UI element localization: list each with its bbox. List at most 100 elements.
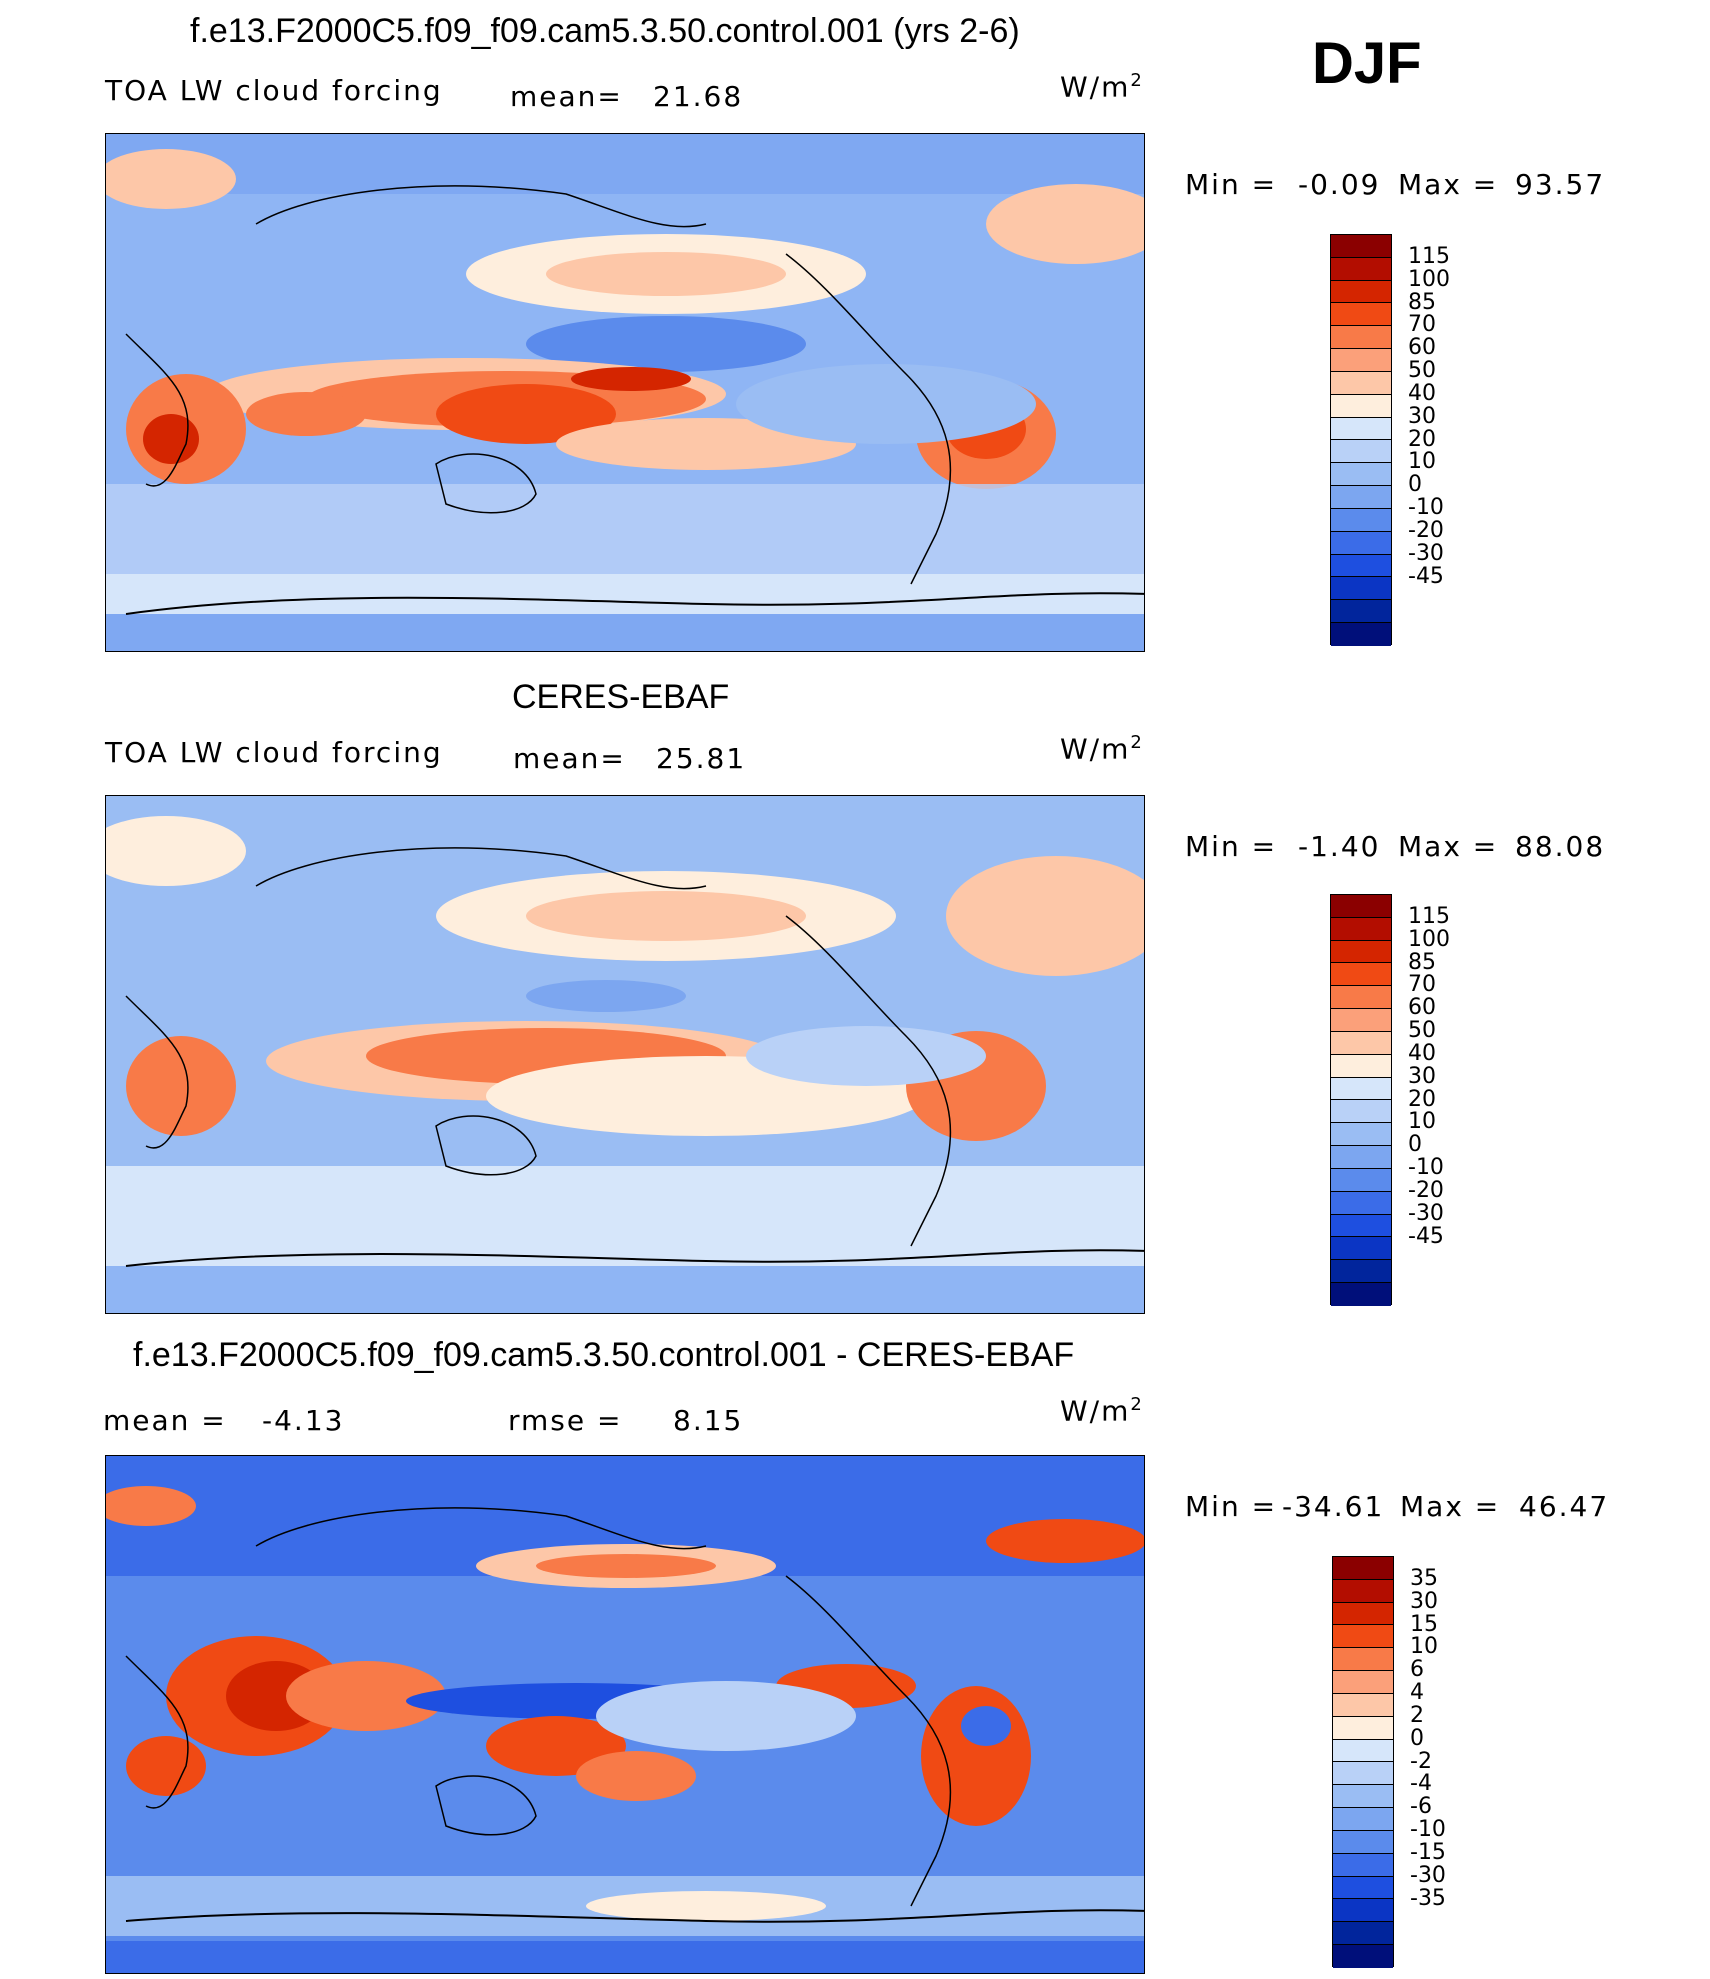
obs-colorbar-swatch bbox=[1331, 1031, 1391, 1055]
diff-colorbar-tick-label: -10 bbox=[1410, 1817, 1446, 1842]
obs-colorbar-swatch bbox=[1331, 986, 1391, 1010]
diff-colorbar-tick-label: 6 bbox=[1410, 1657, 1424, 1683]
diff-min-label: Min = bbox=[1185, 1490, 1278, 1523]
model-min-label: Min = bbox=[1185, 168, 1278, 201]
model-colorbar-tick-label: 30 bbox=[1408, 403, 1436, 429]
diff-max-label: Max = bbox=[1400, 1490, 1501, 1523]
diff-min-value: -34.61 bbox=[1282, 1490, 1385, 1523]
obs-mean-label: mean= bbox=[513, 742, 626, 775]
model-map bbox=[105, 133, 1145, 652]
obs-colorbar-tick-label: -30 bbox=[1408, 1200, 1444, 1226]
diff-colorbar-swatch bbox=[1333, 1579, 1393, 1603]
obs-colorbar-tick-label: 60 bbox=[1408, 995, 1436, 1021]
obs-colorbar-swatch bbox=[1331, 895, 1391, 918]
obs-colorbar-tick-label: 85 bbox=[1408, 949, 1436, 975]
model-colorbar-swatch bbox=[1331, 531, 1391, 555]
diff-colorbar-swatch bbox=[1333, 1922, 1393, 1946]
model-colorbar-swatch bbox=[1331, 486, 1391, 509]
obs-colorbar-swatch bbox=[1331, 1283, 1391, 1306]
model-colorbar-tick-label: 0 bbox=[1408, 472, 1422, 498]
model-colorbar-tick-label: -45 bbox=[1408, 563, 1444, 589]
model-units: W/m2 bbox=[1060, 70, 1144, 104]
obs-map-field bbox=[106, 796, 1144, 1313]
diff-colorbar-tick-label: 15 bbox=[1410, 1611, 1438, 1637]
obs-mean-value: 25.81 bbox=[656, 742, 747, 775]
diff-mean-value: -4.13 bbox=[262, 1404, 345, 1437]
obs-colorbar-tick-label: 40 bbox=[1408, 1040, 1436, 1066]
obs-colorbar-swatch bbox=[1331, 1009, 1391, 1032]
model-colorbar-swatch bbox=[1331, 349, 1391, 372]
season-label: DJF bbox=[1312, 31, 1422, 96]
model-colorbar-tick-label: 70 bbox=[1408, 312, 1436, 338]
diff-colorbar-swatch bbox=[1333, 1625, 1393, 1649]
diff-colorbar-swatch bbox=[1333, 1716, 1393, 1740]
model-colorbar-tick-label: -20 bbox=[1408, 517, 1444, 543]
obs-colorbar-tick-label: 30 bbox=[1408, 1063, 1436, 1089]
diff-colorbar-swatch bbox=[1333, 1671, 1393, 1694]
diff-colorbar-swatch bbox=[1333, 1830, 1393, 1854]
model-colorbar-swatch bbox=[1331, 371, 1391, 395]
obs-colorbar-tick-label: 100 bbox=[1408, 926, 1450, 952]
obs-max-label: Max = bbox=[1398, 830, 1499, 863]
diff-colorbar-tick-label: 4 bbox=[1410, 1680, 1424, 1705]
model-colorbar-swatch bbox=[1331, 394, 1391, 418]
obs-min-label: Min = bbox=[1185, 830, 1278, 863]
model-colorbar-swatch bbox=[1331, 554, 1391, 578]
diff-map-field bbox=[106, 1456, 1144, 1973]
model-panel-title: f.e13.F2000C5.f09_f09.cam5.3.50.control.… bbox=[190, 12, 1020, 50]
obs-colorbar-swatch bbox=[1331, 1260, 1391, 1284]
diff-colorbar-tick-label: -2 bbox=[1410, 1748, 1432, 1774]
obs-colorbar-swatch bbox=[1331, 917, 1391, 941]
model-colorbar-swatch bbox=[1331, 577, 1391, 601]
obs-colorbar-swatch bbox=[1331, 1054, 1391, 1078]
obs-colorbar-swatch bbox=[1331, 1100, 1391, 1124]
diff-colorbar-swatch bbox=[1333, 1602, 1393, 1626]
model-colorbar-tick-label: 60 bbox=[1408, 335, 1436, 361]
diff-colorbar-swatch bbox=[1333, 1899, 1393, 1923]
diff-units: W/m2 bbox=[1060, 1394, 1144, 1428]
model-colorbar-swatch bbox=[1331, 303, 1391, 327]
model-colorbar-swatch bbox=[1331, 257, 1391, 281]
diff-colorbar-swatch bbox=[1333, 1808, 1393, 1831]
obs-colorbar-tick-label: 20 bbox=[1408, 1086, 1436, 1112]
diff-colorbar-swatch bbox=[1333, 1557, 1393, 1580]
diff-colorbar-tick-label: -4 bbox=[1410, 1771, 1432, 1797]
model-max-value: 93.57 bbox=[1515, 168, 1606, 201]
diff-colorbar-swatch bbox=[1333, 1739, 1393, 1763]
obs-colorbar-swatch bbox=[1331, 1168, 1391, 1192]
obs-colorbar-swatch bbox=[1331, 1077, 1391, 1101]
obs-colorbar-tick-label: 70 bbox=[1408, 972, 1436, 998]
diff-colorbar-swatch bbox=[1333, 1648, 1393, 1672]
diff-colorbar bbox=[1332, 1556, 1394, 1968]
model-colorbar-swatch bbox=[1331, 280, 1391, 304]
model-min-value: -0.09 bbox=[1298, 168, 1381, 201]
diff-colorbar-tick-label: 35 bbox=[1410, 1565, 1438, 1591]
obs-panel-title: CERES-EBAF bbox=[512, 678, 730, 716]
model-mean-value: 21.68 bbox=[653, 80, 744, 113]
diff-colorbar-tick-label: 2 bbox=[1410, 1702, 1424, 1728]
model-colorbar-swatch bbox=[1331, 623, 1391, 646]
obs-colorbar-tick-label: -45 bbox=[1408, 1223, 1444, 1249]
model-colorbar-tick-label: 85 bbox=[1408, 289, 1436, 315]
diff-max-value: 46.47 bbox=[1519, 1490, 1610, 1523]
diff-colorbar-swatch bbox=[1333, 1945, 1393, 1968]
obs-min-value: -1.40 bbox=[1298, 830, 1381, 863]
diff-colorbar-swatch bbox=[1333, 1853, 1393, 1877]
diff-colorbar-swatch bbox=[1333, 1762, 1393, 1786]
model-map-field bbox=[106, 134, 1144, 651]
obs-units: W/m2 bbox=[1060, 732, 1144, 766]
model-colorbar-tick-label: 100 bbox=[1408, 266, 1450, 292]
model-max-label: Max = bbox=[1398, 168, 1499, 201]
obs-max-value: 88.08 bbox=[1515, 830, 1606, 863]
obs-colorbar-swatch bbox=[1331, 1146, 1391, 1169]
obs-colorbar-swatch bbox=[1331, 1123, 1391, 1147]
diff-rmse-value: 8.15 bbox=[673, 1404, 744, 1437]
obs-colorbar-swatch bbox=[1331, 1214, 1391, 1238]
diff-panel-title: f.e13.F2000C5.f09_f09.cam5.3.50.control.… bbox=[133, 1336, 1075, 1374]
diff-colorbar-swatch bbox=[1333, 1876, 1393, 1900]
model-colorbar-swatch bbox=[1331, 600, 1391, 624]
obs-colorbar-tick-label: 0 bbox=[1408, 1132, 1422, 1158]
diff-colorbar-tick-label: 0 bbox=[1410, 1725, 1424, 1751]
model-colorbar-swatch bbox=[1331, 235, 1391, 258]
obs-colorbar-swatch bbox=[1331, 1237, 1391, 1261]
